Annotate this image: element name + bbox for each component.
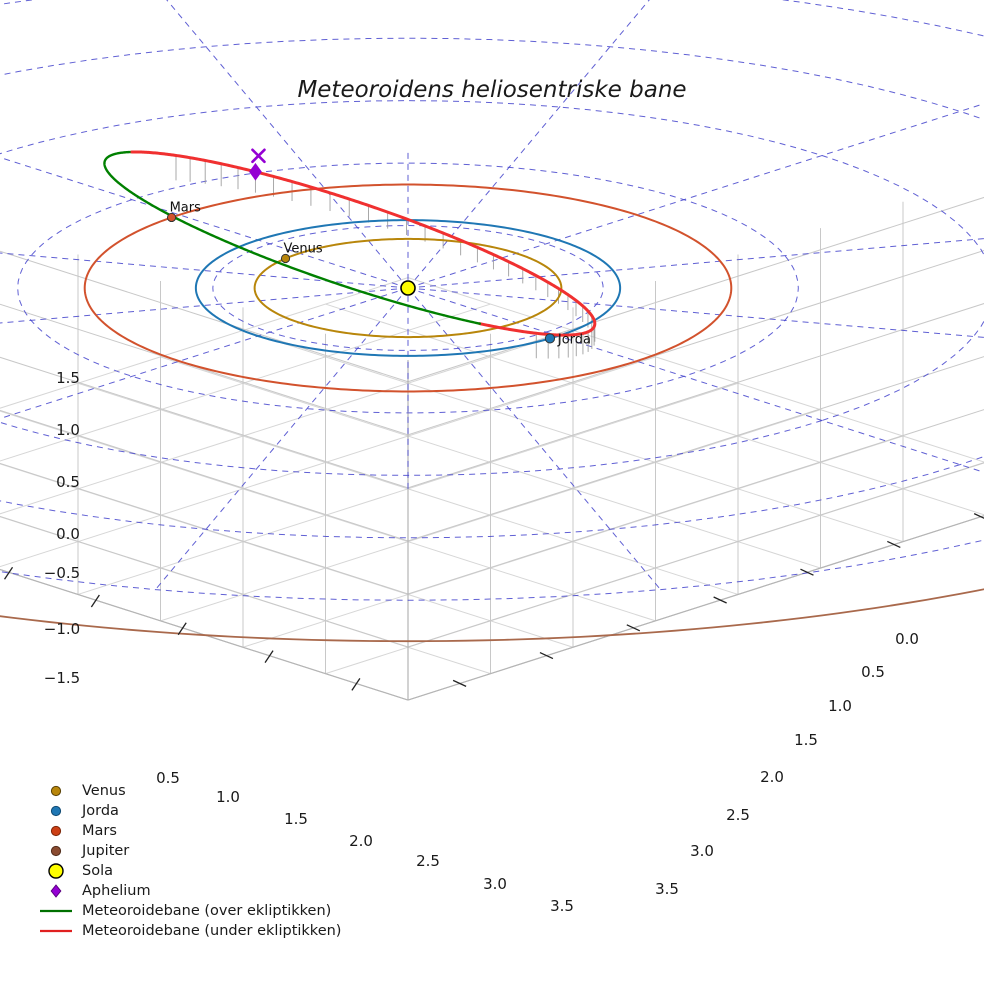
orbit-venus <box>253 237 563 339</box>
y-tick-label-0: 0.0 <box>895 630 919 648</box>
marker-jorda <box>544 333 556 344</box>
meteoroid-below-ecliptic <box>130 150 597 337</box>
z-tick-label-0: 1.5 <box>56 369 80 387</box>
z-tick-label-4: −0.5 <box>44 564 80 582</box>
legend-label-2: Mars <box>82 823 117 839</box>
legend-label-0: Venus <box>82 783 126 799</box>
page-title: Meteoroidens heliosentriske bane <box>297 77 686 103</box>
y-tick-label-5: 2.5 <box>726 806 750 824</box>
meteoroid-above-ecliptic <box>442 314 482 325</box>
x-tick-label-5: 3.0 <box>483 875 507 893</box>
label-mars: Mars <box>170 200 202 215</box>
legend-label-4: Sola <box>82 863 113 879</box>
label-jorda: Jorda <box>557 332 591 347</box>
y-tick-label-7: 3.5 <box>655 880 679 898</box>
y-tick-label-6: 3.0 <box>690 842 714 860</box>
aphelion-cross-icon <box>251 148 266 164</box>
z-tick-label-3: 0.0 <box>56 525 80 543</box>
axes-panes <box>0 196 984 701</box>
z-tick-label-1: 1.0 <box>56 421 80 439</box>
orbit-mars <box>83 183 733 393</box>
legend-marker-jupiter <box>50 845 62 857</box>
axis-tick-labels: 1.5 1.0 0.5 0.0 −0.5 −1.0 −1.5 0.5 1.0 1.5 2.0 2.5 3… <box>44 369 919 915</box>
y-tick-label-3: 1.5 <box>794 731 818 749</box>
x-tick-label-2: 1.5 <box>284 810 308 828</box>
planet-orbits <box>0 183 984 643</box>
axis-ticks <box>3 513 984 691</box>
legend-label-5: Aphelium <box>82 883 151 899</box>
label-venus: Venus <box>284 242 323 257</box>
y-tick-label-1: 0.5 <box>861 663 885 681</box>
ecliptic-polar-grid <box>0 0 984 601</box>
legend-marker-sola <box>48 863 64 879</box>
legend[interactable]: Venus Jorda Mars Jupiter Sola Aphelium Meteoro… <box>40 783 341 939</box>
legend-marker-jorda <box>50 805 62 817</box>
legend-label-7: Meteoroidebane (under ekliptikken) <box>82 923 341 939</box>
orbit-jorda <box>194 219 622 357</box>
body-markers: Venus Jorda Mars <box>166 148 591 347</box>
legend-label-1: Jorda <box>81 803 119 819</box>
orbit-jupiter <box>0 588 984 643</box>
x-tick-label-4: 2.5 <box>416 852 440 870</box>
legend-marker-mars <box>50 825 62 837</box>
legend-marker-aphelium <box>50 884 62 898</box>
z-tick-label-6: −1.5 <box>44 669 80 687</box>
marker-venus <box>280 253 291 264</box>
marker-sola <box>400 280 416 296</box>
marker-mars <box>166 212 177 223</box>
x-tick-label-3: 2.0 <box>349 832 373 850</box>
legend-label-3: Jupiter <box>81 843 129 859</box>
marker-aphelium <box>249 162 262 181</box>
x-tick-label-0: 0.5 <box>156 769 180 787</box>
y-tick-label-2: 1.0 <box>828 697 852 715</box>
x-tick-label-6: 3.5 <box>550 897 574 915</box>
legend-label-6: Meteoroidebane (over ekliptikken) <box>82 903 331 919</box>
legend-marker-venus <box>50 785 62 797</box>
z-tick-label-2: 0.5 <box>56 473 80 491</box>
x-tick-label-1: 1.0 <box>216 788 240 806</box>
z-tick-label-5: −1.0 <box>44 620 80 638</box>
y-tick-label-4: 2.0 <box>760 768 784 786</box>
